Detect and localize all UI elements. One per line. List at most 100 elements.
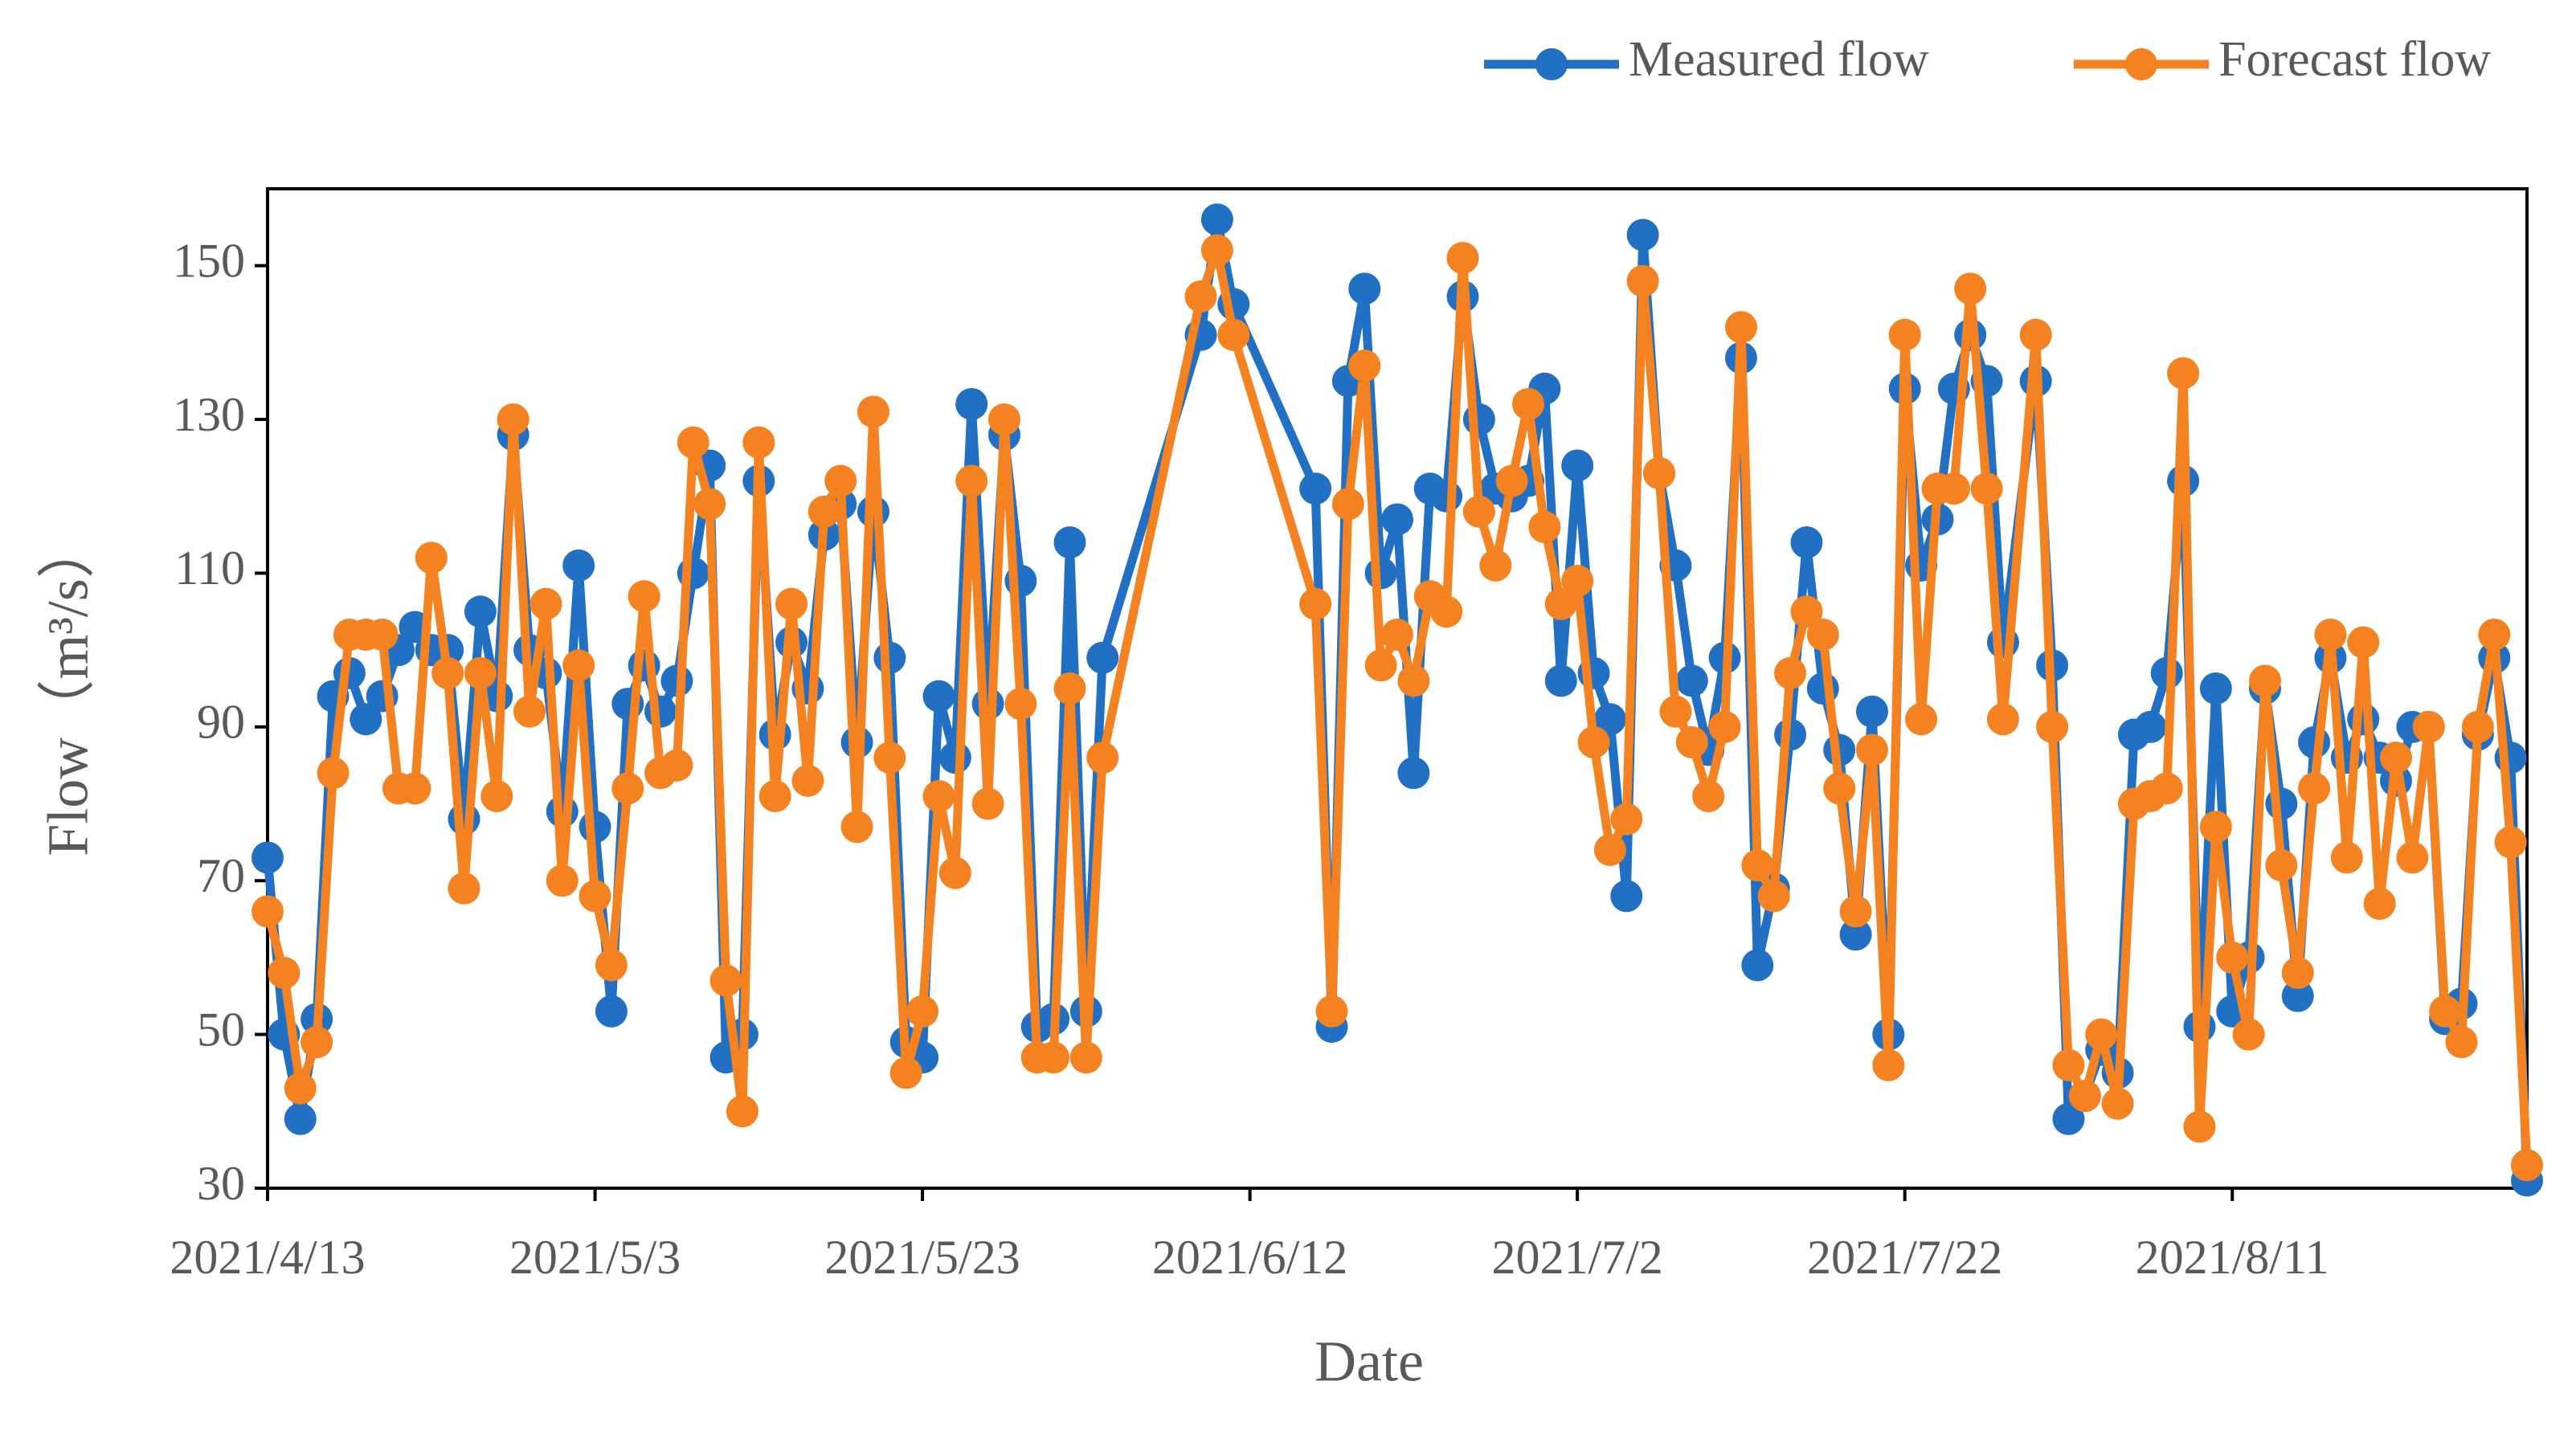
data-point	[2281, 957, 2314, 990]
data-point	[1872, 1048, 1905, 1081]
data-point	[1462, 403, 1495, 436]
data-point	[1495, 464, 1528, 497]
data-point	[2461, 710, 2494, 743]
data-point	[1724, 311, 1757, 344]
data-point	[2248, 664, 2281, 697]
data-point	[726, 1095, 758, 1128]
data-point	[1528, 511, 1561, 544]
data-point	[1086, 742, 1119, 774]
data-point	[2379, 742, 2412, 774]
data-point	[1823, 772, 1856, 805]
data-point	[2265, 787, 2298, 820]
data-point	[1675, 725, 1708, 758]
data-point	[284, 1102, 317, 1135]
data-point	[2330, 841, 2363, 874]
data-point	[2101, 1087, 2134, 1120]
legend-label: Measured flow	[1629, 32, 1929, 87]
data-point	[1430, 480, 1463, 513]
data-point	[464, 656, 497, 689]
data-point	[480, 779, 513, 812]
data-point	[791, 764, 824, 797]
data-point	[1839, 918, 1872, 951]
data-point	[1069, 1041, 1102, 1074]
data-point	[1397, 757, 1430, 790]
data-point	[1315, 995, 1348, 1028]
y-axis-title: Flow（m³/s）	[36, 521, 100, 856]
data-point	[1970, 472, 2003, 505]
data-point	[251, 895, 284, 928]
data-point	[1937, 472, 1970, 505]
data-point	[399, 772, 431, 805]
data-point	[1299, 587, 1332, 620]
data-point	[1430, 595, 1463, 628]
data-point	[1381, 503, 1413, 536]
data-point	[2085, 1018, 2118, 1051]
data-point	[1790, 526, 1823, 559]
data-point	[922, 779, 955, 812]
data-point	[1593, 703, 1626, 736]
data-point	[1954, 272, 1987, 305]
data-point	[1037, 1041, 1070, 1074]
data-point	[971, 787, 1004, 820]
data-point	[1299, 472, 1332, 505]
data-point	[644, 695, 677, 728]
data-point	[268, 957, 301, 990]
data-point	[1479, 549, 1512, 582]
data-point	[2068, 1080, 2101, 1113]
data-point	[2396, 841, 2429, 874]
data-point	[1577, 725, 1610, 758]
data-point	[2150, 772, 2183, 805]
x-tick-label: 2021/5/3	[509, 1231, 681, 1284]
x-tick-label: 2021/5/23	[824, 1231, 1020, 1284]
data-point	[1462, 495, 1495, 528]
data-point	[350, 703, 382, 736]
y-tick-label: 150	[173, 234, 245, 287]
data-point	[2347, 626, 2380, 659]
data-point	[775, 587, 808, 620]
data-point	[530, 587, 562, 620]
data-point	[1626, 219, 1659, 251]
data-point	[1610, 803, 1643, 836]
data-point	[677, 426, 709, 459]
data-point	[2019, 318, 2052, 351]
data-point	[2199, 811, 2232, 844]
data-point	[1741, 849, 1774, 882]
data-point	[1659, 695, 1692, 728]
data-point	[1643, 457, 1676, 490]
data-point	[873, 742, 906, 774]
data-point	[1708, 710, 1741, 743]
data-point	[1544, 587, 1577, 620]
data-point	[497, 403, 530, 436]
data-point	[1855, 733, 1888, 766]
data-point	[2511, 1149, 2543, 1182]
data-point	[2199, 672, 2232, 705]
data-point	[1675, 664, 1708, 697]
data-point	[1086, 641, 1119, 674]
data-point	[1905, 703, 1938, 736]
data-point	[889, 1056, 922, 1089]
data-point	[2052, 1048, 2085, 1081]
data-point	[1610, 880, 1643, 913]
data-point	[742, 426, 775, 459]
data-point	[1004, 688, 1037, 721]
data-point	[2478, 619, 2511, 652]
data-point	[546, 864, 579, 897]
x-tick-label: 2021/8/11	[2136, 1231, 2329, 1284]
data-point	[301, 1026, 333, 1059]
data-point	[1348, 272, 1381, 305]
data-point	[448, 872, 480, 905]
data-point	[415, 541, 448, 574]
y-tick-label: 30	[197, 1157, 245, 1210]
data-point	[1200, 203, 1233, 236]
data-point	[1331, 488, 1364, 521]
legend-marker	[2125, 48, 2157, 80]
data-point	[1348, 349, 1381, 382]
x-tick-label: 2021/6/12	[1152, 1231, 1347, 1284]
data-point	[1217, 318, 1250, 351]
data-point	[2183, 1110, 2216, 1143]
data-point	[2216, 941, 2249, 974]
data-point	[660, 749, 693, 782]
data-point	[1593, 833, 1626, 866]
data-point	[611, 772, 644, 805]
data-point	[955, 387, 988, 420]
